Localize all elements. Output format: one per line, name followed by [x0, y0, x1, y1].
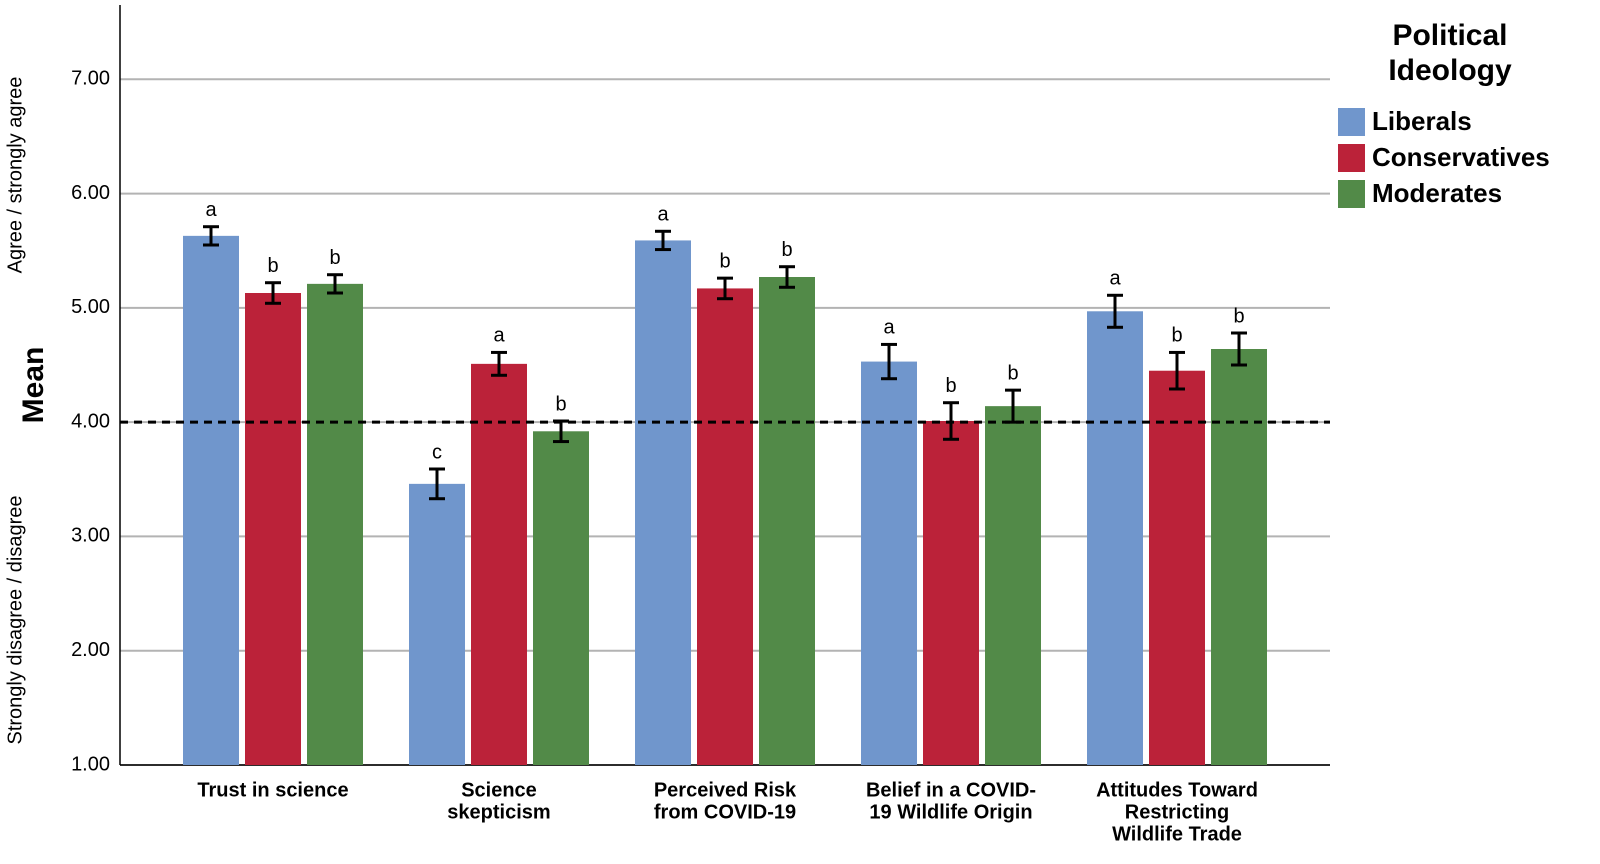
significance-label: a [883, 317, 895, 339]
bar [635, 240, 691, 765]
legend-label: Moderates [1372, 178, 1502, 208]
significance-label: b [1233, 305, 1244, 327]
x-tick-label: Restricting [1125, 801, 1229, 823]
significance-label: a [657, 204, 669, 226]
significance-label: b [945, 375, 956, 397]
y-tick-label: 3.00 [71, 525, 110, 547]
y-tick-label: 2.00 [71, 639, 110, 661]
y-axis-title: Mean [17, 347, 50, 424]
bar [183, 235, 239, 765]
x-tick-label: Science [461, 779, 537, 801]
significance-label: b [1007, 362, 1018, 384]
y-upper-label: Agree / strongly agree [4, 77, 26, 274]
bar [245, 293, 301, 765]
y-tick-label: 4.00 [71, 410, 110, 432]
y-tick-label: 1.00 [71, 753, 110, 775]
significance-label: a [205, 199, 217, 221]
legend-title: Ideology [1388, 54, 1512, 87]
significance-label: a [493, 325, 505, 347]
bar [533, 431, 589, 765]
x-tick-label: Belief in a COVID- [866, 779, 1036, 801]
x-tick-label: 19 Wildlife Origin [869, 801, 1032, 823]
bar [861, 361, 917, 765]
significance-label: b [1171, 325, 1182, 347]
bar [1211, 349, 1267, 765]
bar [923, 421, 979, 765]
significance-label: c [432, 441, 442, 463]
significance-label: b [267, 255, 278, 277]
significance-label: a [1109, 268, 1121, 290]
y-lower-label: Strongly disagree / disagree [4, 495, 26, 744]
legend-swatch [1338, 180, 1365, 208]
y-tick-label: 7.00 [71, 68, 110, 90]
x-tick-label: Trust in science [197, 779, 348, 801]
legend-label: Liberals [1372, 106, 1472, 136]
significance-label: b [781, 239, 792, 261]
bar [697, 288, 753, 765]
bar [1087, 311, 1143, 765]
significance-label: b [719, 250, 730, 272]
x-tick-label: Attitudes Toward [1096, 779, 1258, 801]
bar [307, 283, 363, 765]
bar [985, 406, 1041, 765]
bar [759, 277, 815, 765]
y-tick-label: 6.00 [71, 182, 110, 204]
legend-swatch [1338, 144, 1365, 172]
x-tick-label: Perceived Risk [654, 779, 797, 801]
significance-label: b [555, 393, 566, 415]
x-tick-label: from COVID-19 [654, 801, 796, 823]
legend-swatch [1338, 108, 1365, 136]
legend-title: Political [1392, 19, 1507, 52]
legend-label: Conservatives [1372, 142, 1550, 172]
x-tick-label: Wildlife Trade [1112, 823, 1242, 845]
bar [1149, 370, 1205, 765]
y-tick-label: 5.00 [71, 296, 110, 318]
bar [471, 363, 527, 765]
significance-label: b [329, 247, 340, 269]
bar [409, 483, 465, 765]
x-tick-label: skepticism [447, 801, 550, 823]
